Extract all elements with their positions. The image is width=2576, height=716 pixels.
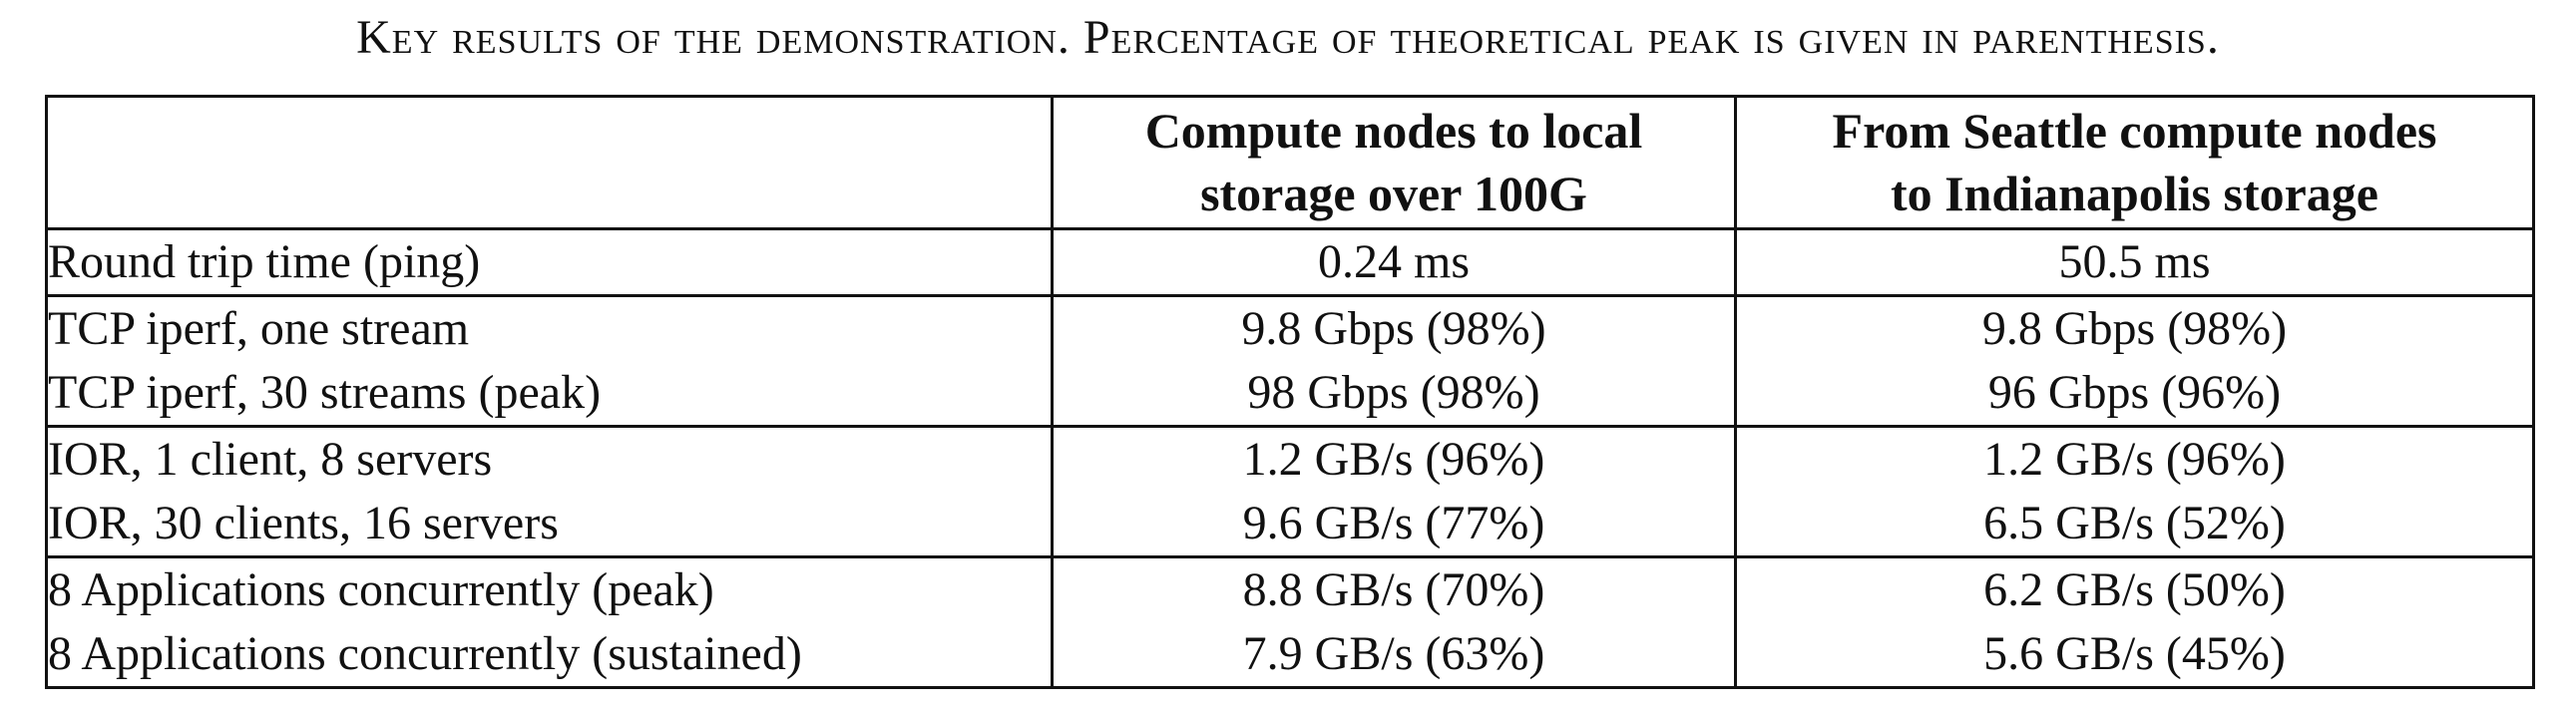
table-row: Round trip time (ping) 0.24 ms 50.5 ms — [45, 228, 2535, 296]
row-label: TCP iperf, 30 streams (peak) — [45, 361, 1054, 427]
remote-value: 9.8 Gbps (98%) — [1734, 295, 2535, 361]
local-value: 98 Gbps (98%) — [1051, 361, 1737, 427]
table-row: TCP iperf, 30 streams (peak) 98 Gbps (98… — [45, 361, 2535, 427]
header-remote-line-2: to Indianapolis storage — [1891, 166, 2378, 221]
header-empty-cell — [45, 96, 1054, 230]
remote-value: 6.5 GB/s (52%) — [1734, 492, 2535, 557]
table-row: IOR, 1 client, 8 servers 1.2 GB/s (96%) … — [45, 426, 2535, 492]
table-caption: Key results of the demonstration. Percen… — [356, 11, 2220, 64]
remote-value: 50.5 ms — [1734, 228, 2535, 296]
local-value: 1.2 GB/s (96%) — [1051, 426, 1737, 492]
table-row: TCP iperf, one stream 9.8 Gbps (98%) 9.8… — [45, 295, 2535, 361]
header-local-line-2: storage over 100G — [1200, 166, 1587, 221]
row-label: Round trip time (ping) — [45, 228, 1054, 296]
local-value: 9.6 GB/s (77%) — [1051, 492, 1737, 557]
remote-value: 6.2 GB/s (50%) — [1734, 556, 2535, 622]
header-remote-line-1: From Seattle compute nodes — [1832, 103, 2437, 159]
row-label: 8 Applications concurrently (peak) — [45, 556, 1054, 622]
header-local-storage: Compute nodes to local storage over 100G — [1051, 96, 1737, 230]
remote-value: 96 Gbps (96%) — [1734, 361, 2535, 427]
row-label: IOR, 30 clients, 16 servers — [45, 492, 1054, 557]
local-value: 9.8 Gbps (98%) — [1051, 295, 1737, 361]
table-header: Compute nodes to local storage over 100G… — [45, 96, 2535, 230]
table-row: IOR, 30 clients, 16 servers 9.6 GB/s (77… — [45, 492, 2535, 557]
group-applications: 8 Applications concurrently (peak) 8.8 G… — [45, 556, 2535, 688]
header-local-line-1: Compute nodes to local — [1144, 103, 1643, 159]
local-value: 8.8 GB/s (70%) — [1051, 556, 1737, 622]
remote-value: 1.2 GB/s (96%) — [1734, 426, 2535, 492]
group-ior: IOR, 1 client, 8 servers 1.2 GB/s (96%) … — [45, 426, 2535, 557]
local-value: 0.24 ms — [1051, 228, 1737, 296]
row-label: TCP iperf, one stream — [45, 295, 1054, 361]
local-value: 7.9 GB/s (63%) — [1051, 622, 1737, 688]
group-tcp-iperf: TCP iperf, one stream 9.8 Gbps (98%) 9.8… — [45, 295, 2535, 427]
table-row: 8 Applications concurrently (sustained) … — [45, 622, 2535, 688]
header-row: Compute nodes to local storage over 100G… — [45, 96, 2535, 230]
group-latency: Round trip time (ping) 0.24 ms 50.5 ms — [45, 228, 2535, 296]
remote-value: 5.6 GB/s (45%) — [1734, 622, 2535, 688]
header-remote-storage: From Seattle compute nodes to Indianapol… — [1734, 96, 2535, 230]
row-label: IOR, 1 client, 8 servers — [45, 426, 1054, 492]
row-label: 8 Applications concurrently (sustained) — [45, 622, 1054, 688]
table-row: 8 Applications concurrently (peak) 8.8 G… — [45, 556, 2535, 622]
results-table: Compute nodes to local storage over 100G… — [45, 95, 2535, 689]
